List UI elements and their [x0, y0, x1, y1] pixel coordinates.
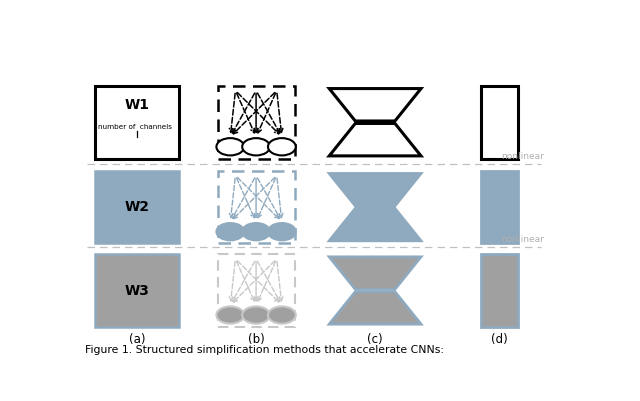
- Bar: [105, 137, 169, 147]
- Bar: [481, 86, 518, 158]
- Polygon shape: [329, 292, 421, 324]
- Circle shape: [268, 223, 296, 240]
- Circle shape: [268, 138, 296, 156]
- Polygon shape: [329, 89, 421, 121]
- Bar: [95, 171, 179, 243]
- Bar: [95, 86, 179, 158]
- Circle shape: [216, 138, 244, 156]
- Text: number of  channels: number of channels: [97, 124, 172, 130]
- Text: Figure 1. Structured simplification methods that accelerate CNNs:: Figure 1. Structured simplification meth…: [85, 345, 444, 355]
- Bar: [481, 171, 518, 243]
- Bar: [218, 254, 294, 327]
- Circle shape: [242, 223, 270, 240]
- Text: W2: W2: [125, 200, 150, 214]
- Text: W1: W1: [125, 98, 150, 112]
- Text: W3: W3: [125, 284, 150, 298]
- Circle shape: [268, 306, 296, 324]
- Circle shape: [242, 306, 270, 324]
- Bar: [481, 254, 518, 327]
- Bar: [218, 86, 294, 158]
- Circle shape: [242, 138, 270, 156]
- Polygon shape: [329, 209, 421, 241]
- Circle shape: [216, 306, 244, 324]
- Text: nonlinear: nonlinear: [501, 235, 544, 244]
- Text: (d): (d): [491, 333, 508, 346]
- Circle shape: [216, 223, 244, 240]
- Polygon shape: [329, 174, 421, 206]
- Text: (a): (a): [129, 333, 145, 346]
- Text: (c): (c): [367, 333, 383, 346]
- Polygon shape: [329, 124, 421, 156]
- Text: nonlinear: nonlinear: [501, 152, 544, 161]
- Bar: [95, 254, 179, 327]
- Bar: [218, 171, 294, 243]
- Text: (b): (b): [248, 333, 264, 346]
- Polygon shape: [329, 257, 421, 289]
